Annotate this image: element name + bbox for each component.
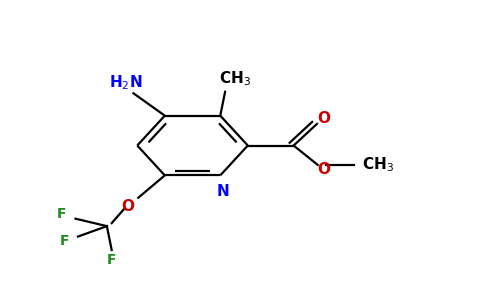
Text: F: F bbox=[107, 253, 117, 267]
Text: H$_2$N: H$_2$N bbox=[109, 74, 143, 92]
Text: O: O bbox=[317, 162, 330, 177]
Text: O: O bbox=[317, 111, 330, 126]
Text: CH$_3$: CH$_3$ bbox=[219, 69, 251, 88]
Text: N: N bbox=[216, 184, 229, 199]
Text: F: F bbox=[60, 234, 69, 248]
Text: F: F bbox=[57, 207, 67, 221]
Text: CH$_3$: CH$_3$ bbox=[362, 156, 394, 174]
Text: O: O bbox=[121, 199, 134, 214]
